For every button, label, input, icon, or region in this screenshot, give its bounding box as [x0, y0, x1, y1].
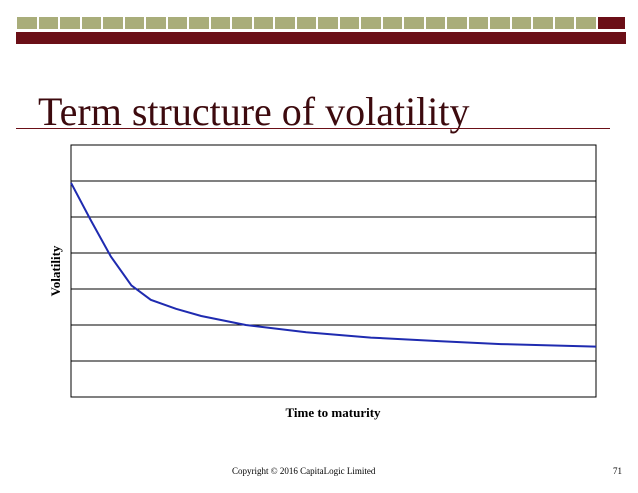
header-tile: [381, 16, 403, 30]
header-tile: [489, 16, 511, 30]
header-decoration: [16, 16, 626, 44]
header-tile: [575, 16, 597, 30]
header-tile: [274, 16, 296, 30]
header-band: [16, 32, 626, 44]
header-tile: [467, 16, 489, 30]
header-tile: [532, 16, 554, 30]
header-tile: [59, 16, 81, 30]
header-tile: [403, 16, 425, 30]
header-tile: [37, 16, 59, 30]
header-tile: [360, 16, 382, 30]
plot-area: [70, 144, 597, 398]
header-tile: [510, 16, 532, 30]
header-tile: [252, 16, 274, 30]
slide-title: Term structure of volatility: [38, 89, 470, 134]
x-axis-label: Time to maturity: [285, 405, 381, 420]
header-tile: [295, 16, 317, 30]
header-tile: [123, 16, 145, 30]
header-tile: [446, 16, 468, 30]
header-tile: [80, 16, 102, 30]
page-number: 71: [613, 466, 622, 476]
y-axis-label: Volatility: [48, 245, 63, 296]
footer-copyright: Copyright © 2016 CapitaLogic Limited: [232, 466, 376, 476]
header-tile: [231, 16, 253, 30]
header-tile: [16, 16, 38, 30]
header-tile: [553, 16, 575, 30]
header-tile: [317, 16, 339, 30]
grid-lines: [71, 180, 596, 362]
header-tile: [145, 16, 167, 30]
header-tile: [209, 16, 231, 30]
header-tile: [188, 16, 210, 30]
header-tile: [338, 16, 360, 30]
header-tile: [596, 16, 626, 30]
header-tile: [102, 16, 124, 30]
header-tile-row: [16, 16, 626, 30]
volatility-curve: [70, 182, 597, 348]
header-tile: [166, 16, 188, 30]
header-tile: [424, 16, 446, 30]
title-underline: [16, 128, 610, 129]
